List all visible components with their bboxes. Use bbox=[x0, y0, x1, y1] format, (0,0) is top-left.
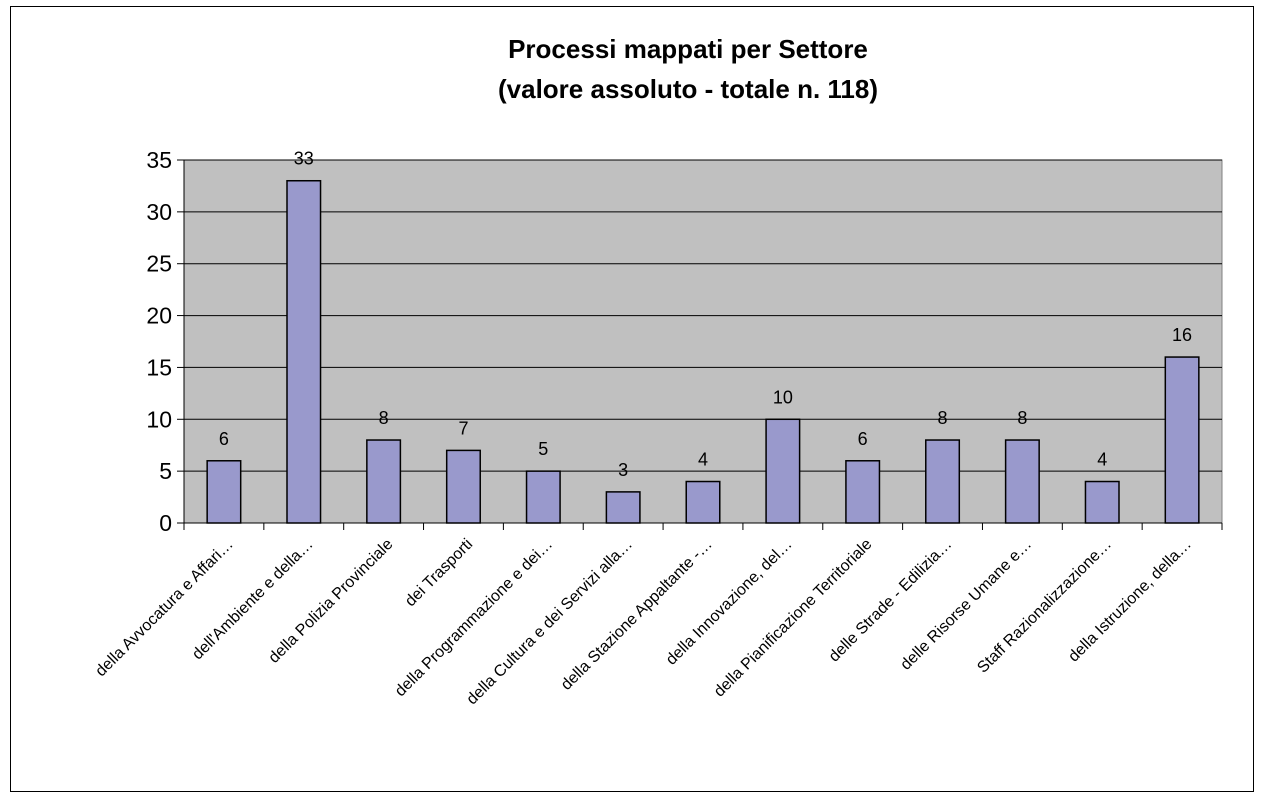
category-label: dei Trasporti bbox=[402, 536, 476, 610]
data-label: 33 bbox=[294, 149, 314, 169]
bar bbox=[1164, 356, 1200, 524]
bar bbox=[1004, 439, 1040, 524]
category-label: delle Risorse Umane e… bbox=[897, 536, 1035, 674]
data-label: 6 bbox=[219, 429, 229, 449]
y-tick-label: 15 bbox=[146, 354, 172, 380]
y-tick-label: 5 bbox=[159, 458, 172, 484]
category-label: Staff Razionalizzazione… bbox=[974, 536, 1115, 677]
data-label: 6 bbox=[858, 429, 868, 449]
bar bbox=[765, 418, 801, 524]
category-label: della Pianificazione Territoriale bbox=[711, 536, 876, 701]
data-label: 10 bbox=[773, 387, 793, 407]
y-tick-label: 35 bbox=[146, 147, 172, 173]
data-label: 5 bbox=[538, 439, 548, 459]
bar bbox=[366, 439, 402, 524]
bar bbox=[286, 179, 322, 524]
bar bbox=[685, 480, 721, 524]
data-label: 8 bbox=[1017, 408, 1027, 428]
data-label: 4 bbox=[1097, 450, 1107, 470]
y-tick-label: 30 bbox=[146, 199, 172, 225]
y-tick-label: 0 bbox=[159, 510, 172, 536]
y-tick-label: 25 bbox=[146, 251, 172, 277]
bar bbox=[445, 449, 481, 524]
y-tick-label: 20 bbox=[146, 303, 172, 329]
bar bbox=[525, 470, 561, 524]
data-label: 4 bbox=[698, 450, 708, 470]
bar bbox=[206, 460, 242, 524]
bar bbox=[605, 491, 641, 524]
bar bbox=[925, 439, 961, 524]
data-label: 8 bbox=[938, 408, 948, 428]
data-label: 8 bbox=[379, 408, 389, 428]
category-label: della Stazione Appaltante -… bbox=[558, 536, 716, 694]
bar bbox=[1084, 480, 1120, 524]
data-label: 3 bbox=[618, 460, 628, 480]
data-label: 7 bbox=[458, 418, 468, 438]
bar bbox=[845, 460, 881, 524]
chart-subtitle: (valore assoluto - totale n. 118) bbox=[498, 74, 878, 104]
category-label: della Programmazione e dei… bbox=[392, 536, 556, 700]
chart-title: Processi mappati per Settore bbox=[508, 34, 868, 64]
category-label: della Avvocatura e Affari… bbox=[92, 536, 236, 680]
plot-background bbox=[183, 159, 1223, 524]
y-tick-label: 10 bbox=[146, 406, 172, 432]
data-label: 16 bbox=[1172, 325, 1192, 345]
category-label: della Cultura e dei Servizi alla… bbox=[464, 536, 636, 708]
